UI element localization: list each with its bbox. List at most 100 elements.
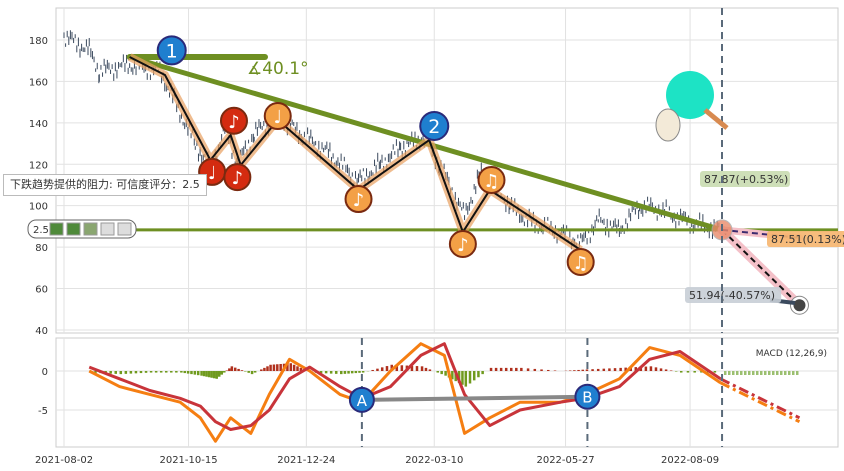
macd-histogram-bar xyxy=(253,371,257,373)
macd-histogram-bar xyxy=(237,368,240,371)
macd-histogram-bar xyxy=(732,371,735,375)
macd-histogram-bar xyxy=(164,371,168,373)
pattern-marker-label: ♫ xyxy=(573,253,589,274)
macd-histogram-bar xyxy=(149,371,153,373)
macd-histogram-bar xyxy=(444,371,447,376)
macd-histogram-bar xyxy=(547,369,550,371)
macd-histogram-bar xyxy=(472,371,476,381)
rating-star-icon xyxy=(100,222,115,236)
macd-histogram-bar xyxy=(428,369,432,371)
signal-forecast-line xyxy=(719,377,801,420)
pattern-marker-label: ♩ xyxy=(273,107,282,128)
macd-histogram-bar xyxy=(94,371,97,373)
macd-histogram-bar xyxy=(205,371,208,377)
macd-histogram-bar xyxy=(659,368,663,371)
macd-histogram-bar xyxy=(144,371,148,373)
macd-histogram-bar xyxy=(420,366,424,371)
macd-histogram-bar xyxy=(461,371,464,385)
macd-histogram-bar xyxy=(424,367,428,371)
macd-histogram-bar xyxy=(400,365,404,371)
macd-histogram-bar xyxy=(154,371,158,373)
macd-histogram-bar xyxy=(577,369,580,371)
y-tick-label: 100 xyxy=(29,202,48,213)
macd-histogram-bar xyxy=(654,367,658,371)
macd-histogram-bar xyxy=(175,371,178,373)
macd-histogram-bar xyxy=(451,371,454,380)
macd-histogram-bar xyxy=(608,368,611,371)
macd-panel xyxy=(55,337,839,448)
macd-histogram-bar xyxy=(760,371,763,375)
macd-histogram-bar xyxy=(247,371,250,373)
y-tick-label: 60 xyxy=(35,285,48,296)
macd-histogram-bar xyxy=(664,369,668,371)
macd-histogram-bar xyxy=(202,371,206,377)
macd-histogram-bar xyxy=(679,371,683,373)
pattern-marker-label: 1 xyxy=(166,40,178,62)
y-tick-label: 180 xyxy=(29,36,48,47)
macd-y-tick-label: 0 xyxy=(42,367,48,378)
x-tick-label: 2021-12-24 xyxy=(277,455,335,466)
macd-histogram-bar xyxy=(358,371,361,373)
macd-histogram-bar xyxy=(343,371,347,374)
macd-histogram-bar xyxy=(499,367,503,371)
macd-histogram-bar xyxy=(266,366,269,371)
macd-histogram-bar xyxy=(319,371,323,374)
x-tick-label: 2022-05-27 xyxy=(536,455,594,466)
macd-histogram-bar xyxy=(279,363,282,371)
macd-histogram-bar xyxy=(619,367,622,371)
macd-histogram-bar xyxy=(784,371,787,375)
macd-histogram-bar xyxy=(134,371,138,374)
macd-histogram-bar xyxy=(225,370,229,371)
macd-histogram-bar xyxy=(573,370,576,371)
rating-star-icon xyxy=(66,222,81,236)
macd-histogram-bar xyxy=(772,371,775,375)
macd-histogram-bar xyxy=(700,371,703,373)
macd-histogram-bar xyxy=(440,371,443,375)
pattern-marker xyxy=(419,110,450,141)
macd-histogram-bar xyxy=(190,371,193,375)
macd-histogram-bar xyxy=(215,371,218,379)
macd-histogram-bar xyxy=(196,371,200,376)
x-tick-label: 2021-10-15 xyxy=(159,455,217,466)
macd-histogram-bar xyxy=(324,371,328,374)
macd-histogram-bar xyxy=(540,369,543,371)
macd-histogram-bar xyxy=(756,371,759,375)
macd-histogram-bar xyxy=(624,367,627,371)
macd-histogram-bar xyxy=(380,367,384,371)
macd-histogram-bar xyxy=(596,368,600,371)
macd-histogram-bar xyxy=(180,371,183,373)
macd-histogram-bar xyxy=(223,371,226,373)
macd-histogram-bar xyxy=(533,368,537,371)
macd-histogram-bar xyxy=(494,367,498,371)
macd-histogram-bar xyxy=(509,367,513,371)
macd-histogram-bar xyxy=(792,371,795,375)
y-tick-label: 80 xyxy=(35,243,48,254)
macd-histogram-bar xyxy=(464,371,468,387)
macd-histogram-bar xyxy=(752,371,755,375)
macd-histogram-bar xyxy=(649,366,653,371)
macd-histogram-bar xyxy=(788,371,791,375)
pattern-marker-label: ♪ xyxy=(457,235,469,256)
macd-histogram-bar xyxy=(376,368,379,371)
macd-histogram-bar xyxy=(220,371,224,375)
paddle-icon xyxy=(666,71,714,119)
macd-histogram-bar xyxy=(669,370,673,371)
pattern-marker-label: ♫ xyxy=(483,171,499,192)
macd-histogram-bar xyxy=(244,371,247,372)
macd-histogram-bar xyxy=(526,368,530,371)
macd-histogram-bar xyxy=(186,371,190,374)
divergence-marker xyxy=(348,386,375,413)
macd-histogram-bar xyxy=(713,371,717,373)
macd-histogram-bar xyxy=(233,367,237,371)
pattern-marker-label: 2 xyxy=(428,116,440,138)
macd-histogram-bar xyxy=(674,371,678,372)
forecast-label-gray-bg xyxy=(685,287,782,303)
forecast-label-orange-bg xyxy=(767,231,844,247)
macd-histogram-bar xyxy=(260,369,263,371)
forecast-label-gray: 51.94(-40.57%) xyxy=(689,289,775,302)
trend-angle-label: ∡40.1° xyxy=(247,59,309,79)
macd-histogram-bar xyxy=(581,369,585,371)
macd-histogram-bar xyxy=(250,371,254,375)
macd-histogram-bar xyxy=(410,365,414,371)
